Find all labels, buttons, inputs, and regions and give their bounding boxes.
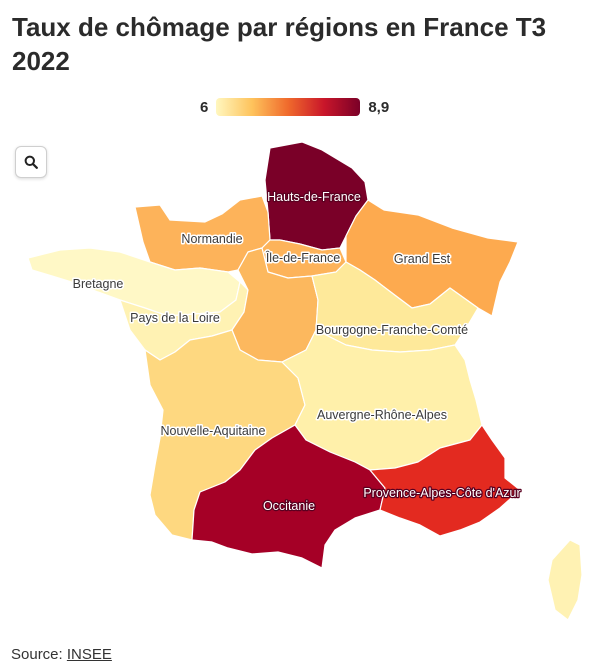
- region-label-ile-de-france: Île-de-France: [265, 250, 340, 265]
- region-label-grand-est: Grand Est: [394, 252, 451, 266]
- region-label-bourgogne-franche-comte: Bourgogne-Franche-Comté: [316, 323, 468, 337]
- color-legend: 6 8,9: [200, 96, 389, 118]
- region-label-nouvelle-aquitaine: Nouvelle-Aquitaine: [161, 424, 266, 438]
- source-prefix: Source:: [11, 646, 67, 663]
- region-label-hauts-de-france: Hauts-de-France: [267, 190, 361, 204]
- region-label-provence-alpes-cote-d-azur: Provence-Alpes-Côte d'Azur: [363, 486, 520, 500]
- legend-gradient-bar: [216, 98, 361, 116]
- legend-max-label: 8,9: [368, 98, 390, 116]
- source-note: Source: INSEE: [11, 646, 112, 663]
- region-label-auvergne-rhone-alpes: Auvergne-Rhône-Alpes: [317, 408, 447, 422]
- region-label-occitanie: Occitanie: [263, 499, 315, 513]
- region-label-pays-de-la-loire: Pays de la Loire: [130, 311, 220, 325]
- search-icon: [24, 155, 38, 169]
- region-label-bretagne: Bretagne: [73, 277, 124, 291]
- region-provence-alpes-cote-d-azur[interactable]: [369, 424, 521, 537]
- region-label-normandie: Normandie: [181, 232, 242, 246]
- zoom-button[interactable]: [15, 146, 47, 178]
- france-regions-map: Hauts-de-France Normandie Île-de-France Gra…: [27, 141, 583, 621]
- chart-title: Taux de chômage par régions en France T3…: [12, 12, 547, 76]
- region-occitanie[interactable]: [191, 424, 386, 569]
- legend-min-label: 6: [200, 98, 209, 116]
- source-link[interactable]: INSEE: [66, 646, 112, 663]
- region-corse[interactable]: [547, 539, 583, 621]
